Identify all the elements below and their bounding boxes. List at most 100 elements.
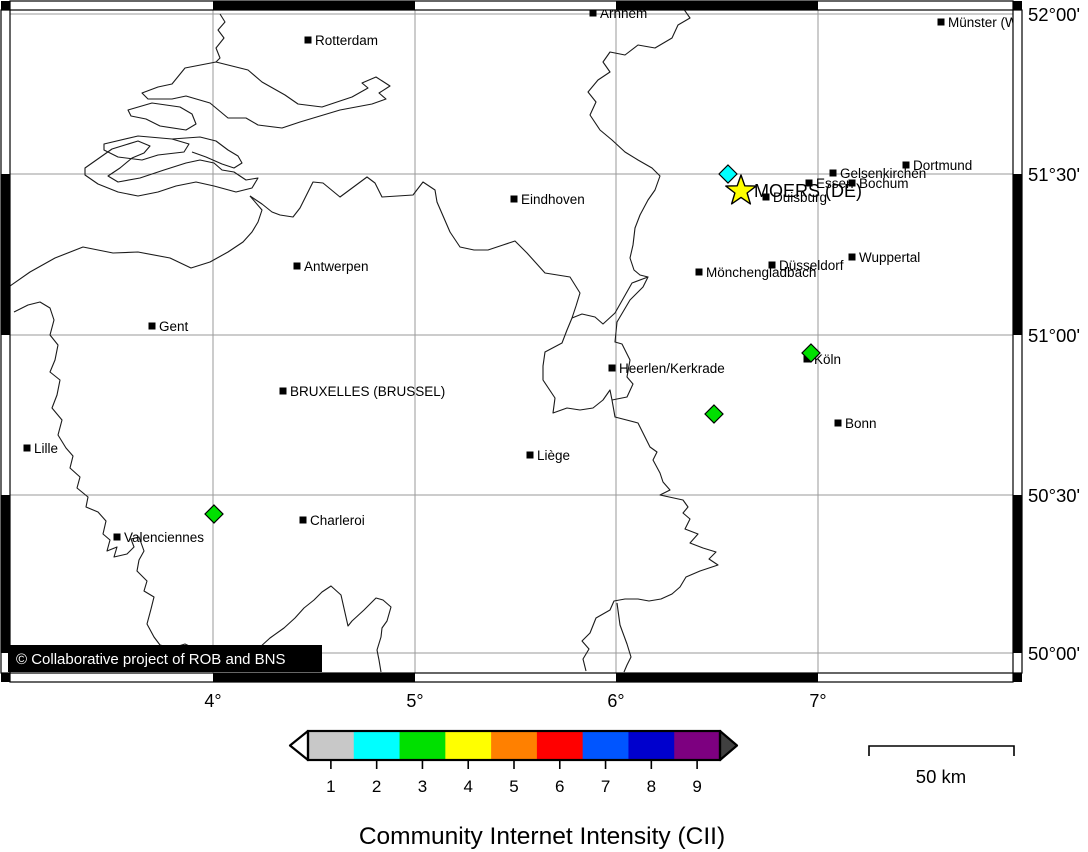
colorbar-tick-label: 5 [509,777,518,796]
epicenter-marker: MOERS (DE) [725,174,862,205]
city-label: Essen [816,176,854,191]
city-square-icon [279,387,287,395]
city-marker: Wuppertal [848,250,920,265]
city-marker: Bonn [834,416,877,431]
colorbar-segment [308,731,355,760]
colorbar-tick-label: 2 [372,777,381,796]
city-label: Mönchengladbach [706,265,816,280]
city-square-icon [762,193,770,201]
frame-black-segment [1,495,10,653]
colorbar-segment [353,731,401,760]
coastline-delta-north [141,61,391,129]
coastline-island-tholen [171,136,243,169]
frame-corner [1,673,10,682]
colorbar-right-arrow-icon [718,729,739,762]
city-marker: Mönchengladbach [695,265,816,280]
colorbar-tick-label: 3 [418,777,427,796]
city-square-icon [608,364,616,372]
coastline-island-schouwen [103,135,190,161]
city-square-icon [526,451,534,459]
city-label: Bonn [845,416,877,431]
colorbar-segment [674,731,721,760]
city-label: Heerlen/Kerkrade [619,361,725,376]
longitude-label: 4° [204,691,221,711]
city-square-icon [848,253,856,261]
city-marker: Arnhem [589,6,647,21]
colorbar-tick-label: 8 [647,777,656,796]
border-netherlands-germany [587,10,691,278]
coastline-island-goeree [127,102,197,131]
city-square-icon [834,419,842,427]
city-marker: Eindhoven [510,192,585,207]
frame-black-segment [213,673,415,682]
city-label: Lille [34,441,58,456]
coastline-belgium [10,195,263,287]
latitude-label: 50°00' [1028,643,1080,664]
city-square-icon [768,261,776,269]
city-marker: Münster (W [937,15,1018,30]
epicenter-star-icon [725,174,757,205]
city-marker: Dortmund [902,158,972,173]
latitude-label: 51°00' [1028,325,1080,346]
frame-black-segment [616,1,818,10]
city-label: Liège [537,448,570,463]
city-marker: Lille [23,441,58,456]
latitude-label: 50°30' [1028,485,1080,506]
city-label: Eindhoven [521,192,585,207]
colorbar-segment [582,731,629,760]
graticule [10,10,1013,673]
report-diamond-icon [801,343,821,363]
scalebar-bracket [868,745,1015,756]
city-marker: Duisburg [762,190,827,205]
colorbar-segment [445,731,492,760]
city-square-icon [937,18,945,26]
frame-corner [1013,673,1022,682]
city-marker: Bochum [848,176,909,191]
latitude-label: 51°30' [1028,164,1080,185]
city-label: Düsseldorf [779,258,844,273]
colorbar-tick-label: 7 [601,777,610,796]
map-scalebar: 50 km [868,745,1015,787]
city-marker: Heerlen/Kerkrade [608,361,725,376]
figure-title: Community Internet Intensity (CII) [359,823,725,850]
colorbar-segment [536,731,584,760]
colorbar-tick-label: 4 [463,777,472,796]
frame-black-segment [616,673,818,682]
city-marker: Antwerpen [293,259,369,274]
city-marker: Gent [148,319,189,334]
city-label: Rotterdam [315,33,378,48]
city-square-icon [902,161,910,169]
city-label: Münster (W [948,15,1018,30]
frame-corner [1,1,10,10]
city-label: Charleroi [310,513,365,528]
coastline-walcheren-beveland [84,140,259,197]
border-belgium-netherlands [249,176,719,672]
city-label: Gent [159,319,189,334]
frame-black-segment [213,1,415,10]
city-label: Antwerpen [304,259,369,274]
city-square-icon [695,268,703,276]
city-label: Valenciennes [124,530,204,545]
border-belgium-germany [616,602,632,673]
city-label: Gelsenkirchen [840,166,926,181]
city-square-icon [148,322,156,330]
city-marker: BRUXELLES (BRUSSEL) [279,384,445,399]
city-label: Arnhem [600,6,647,21]
colorbar-segment [628,731,675,760]
city-label: Köln [814,352,841,367]
city-label: Duisburg [773,190,827,205]
city-marker: Valenciennes [113,530,204,545]
map-frame [0,0,1023,683]
city-marker: Köln [803,352,841,367]
report-diamond-icon [204,504,224,524]
city-marker: Essen [805,176,854,191]
city-label: Dortmund [913,158,972,173]
colorbar-tick-label: 9 [692,777,701,796]
city-square-icon [829,169,837,177]
report-diamond-icon [704,404,724,424]
city-markers: Rotterdam Arnhem Münster (W DortmundGelsenk… [23,6,1018,545]
city-label: Wuppertal [859,250,920,265]
city-marker: Rotterdam [304,33,378,48]
